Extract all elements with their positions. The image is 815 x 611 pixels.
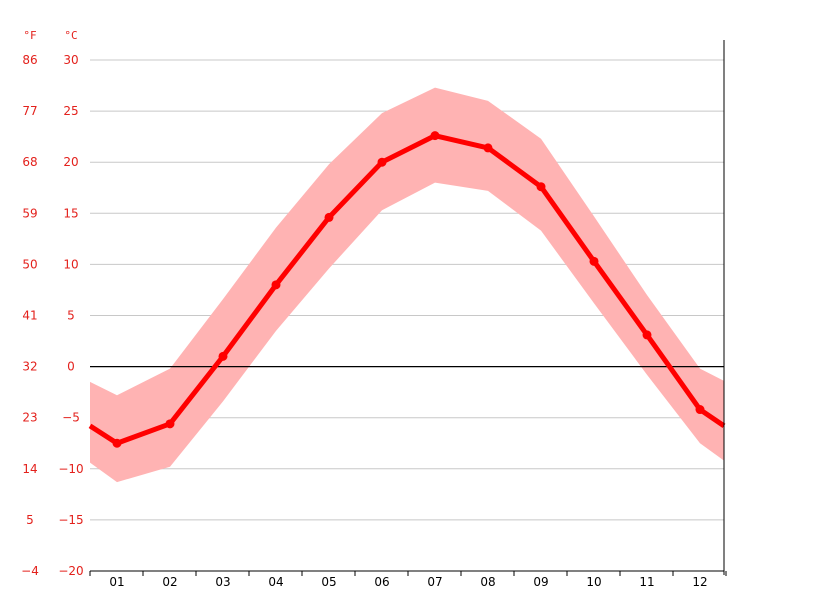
y-tick-label-f: 32 [22, 360, 37, 374]
y-tick-label-c: −10 [58, 462, 83, 476]
y-tick-label-f: 68 [22, 155, 37, 169]
y-tick-label-f: 86 [22, 53, 37, 67]
y-tick-label-c: 30 [63, 53, 78, 67]
y-tick-label-c: −20 [58, 564, 83, 578]
x-tick-label-07: 07 [427, 575, 442, 589]
mean-temperature-line [88, 133, 726, 446]
data-point-05 [324, 212, 334, 222]
data-points [112, 131, 705, 448]
x-tick-label-11: 11 [639, 575, 654, 589]
data-point-02 [165, 419, 175, 429]
y-axis-labels: 86 30 77 25 68 20 59 15 50 10 41 5 32 0 23 −5 14 −10 5 −15 −… [21, 53, 84, 578]
x-tick-label-03: 03 [215, 575, 230, 589]
data-point-01 [112, 438, 122, 448]
y-tick-label-c: 10 [63, 257, 78, 271]
y-tick-label-f: 14 [22, 462, 37, 476]
x-tick-label-05: 05 [321, 575, 336, 589]
data-point-12 [695, 405, 705, 415]
y-tick-label-f: 5 [26, 513, 34, 527]
data-point-08 [483, 143, 493, 153]
celsius-unit-label: °C [64, 29, 77, 42]
y-tick-label-f: 59 [22, 206, 37, 220]
x-tick-label-01: 01 [109, 575, 124, 589]
x-tick-label-04: 04 [268, 575, 283, 589]
y-tick-label-c: 0 [67, 360, 75, 374]
fahrenheit-unit-label: °F [23, 29, 36, 42]
data-point-04 [271, 280, 281, 290]
data-point-03 [218, 351, 228, 361]
x-axis-ticks: 01 02 03 04 05 06 07 08 09 10 11 12 [89, 571, 727, 589]
temperature-range-band [90, 87, 724, 483]
data-point-07 [430, 131, 440, 141]
data-point-10 [589, 256, 599, 266]
y-tick-label-f: 77 [22, 104, 37, 118]
data-point-09 [536, 182, 546, 192]
x-tick-label-06: 06 [374, 575, 389, 589]
y-tick-label-c: −15 [58, 513, 83, 527]
y-tick-label-c: 15 [63, 206, 78, 220]
y-tick-label-f: 41 [22, 309, 37, 323]
x-tick-label-10: 10 [586, 575, 601, 589]
x-tick-label-08: 08 [480, 575, 495, 589]
x-tick-label-12: 12 [692, 575, 707, 589]
x-tick-label-09: 09 [533, 575, 548, 589]
y-tick-label-f: −4 [21, 564, 39, 578]
x-tick-label-02: 02 [162, 575, 177, 589]
data-point-11 [642, 330, 652, 340]
y-tick-label-f: 23 [22, 411, 37, 425]
y-tick-label-c: −5 [62, 411, 80, 425]
data-point-06 [377, 157, 387, 167]
y-tick-label-c: 5 [67, 309, 75, 323]
y-tick-label-c: 20 [63, 155, 78, 169]
y-tick-label-f: 50 [22, 257, 37, 271]
y-tick-label-c: 25 [63, 104, 78, 118]
